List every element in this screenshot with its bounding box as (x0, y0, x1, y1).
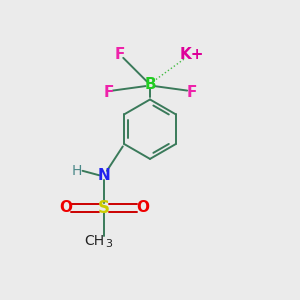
Text: CH: CH (84, 234, 104, 248)
Text: N: N (98, 168, 110, 183)
Text: F: F (186, 85, 197, 100)
Text: H: H (72, 164, 83, 178)
Text: F: F (115, 47, 125, 62)
Text: 3: 3 (105, 238, 112, 249)
Text: F: F (103, 85, 114, 100)
Text: O: O (59, 200, 72, 215)
Text: O: O (136, 200, 149, 215)
Text: K+: K+ (179, 47, 204, 62)
Text: S: S (98, 199, 110, 217)
Text: B: B (144, 77, 156, 92)
